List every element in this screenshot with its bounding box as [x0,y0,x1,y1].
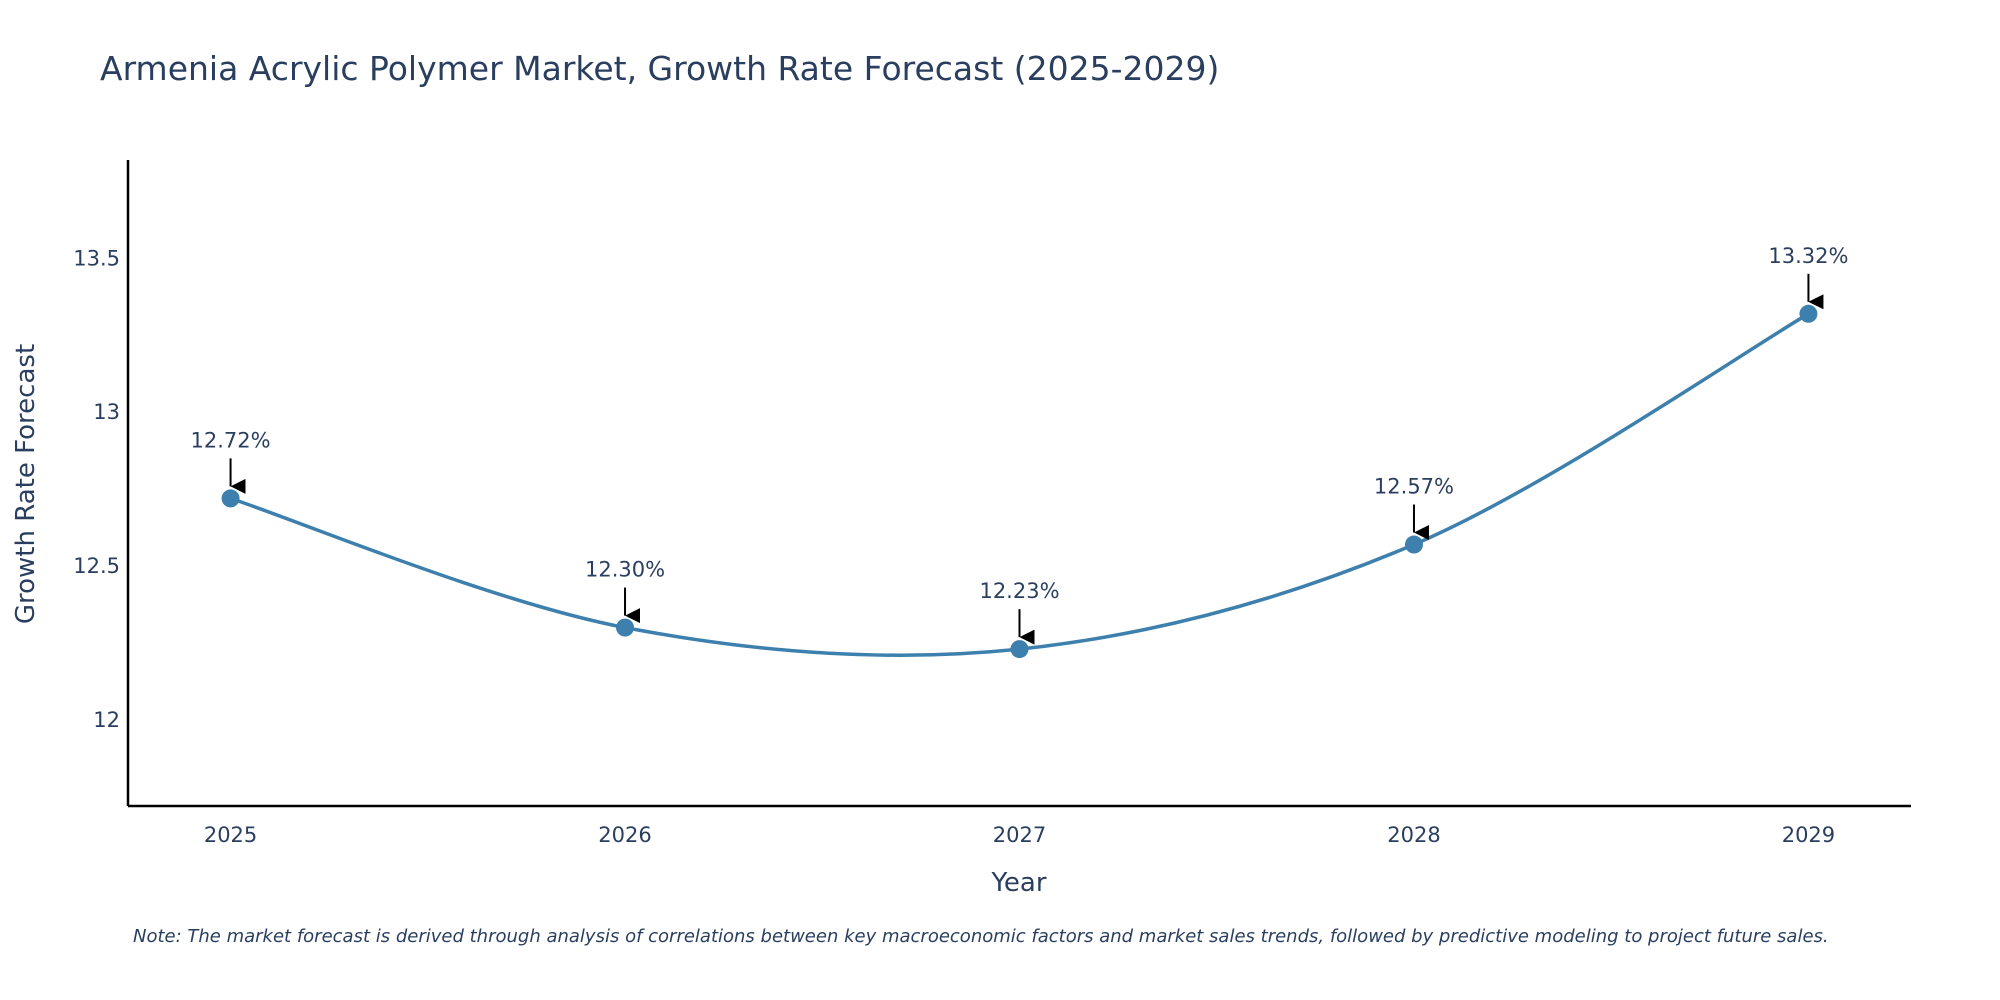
data-label: 12.23% [979,579,1059,603]
data-label: 13.32% [1768,244,1848,268]
series-line [228,312,1811,658]
data-point [221,489,240,508]
data-label: 12.57% [1374,475,1454,499]
data-point [1404,535,1423,554]
x-tick-label: 2028 [1387,823,1440,847]
x-tick-label: 2027 [993,823,1046,847]
data-point [1010,640,1029,659]
x-tick-label: 2025 [204,823,257,847]
y-tick-label: 13 [93,400,120,424]
x-tick-label: 2026 [598,823,651,847]
data-point [616,618,635,637]
data-label: 12.72% [191,428,271,452]
x-axis-title: Year [990,868,1046,898]
footnote: Note: The market forecast is derived thr… [133,926,1829,947]
plot-area: 12 12.5 13 13.5 2025 2026 2027 2028 2029 12.72% 12… [73,160,1911,847]
y-tick-label: 13.5 [73,246,120,270]
x-tick-label: 2029 [1782,823,1835,847]
data-label: 12.30% [585,558,665,582]
y-tick-label: 12 [93,708,120,732]
chart-title: Armenia Acrylic Polymer Market, Growth R… [100,49,1219,88]
y-tick-label: 12.5 [73,554,120,578]
y-axis-title: Growth Rate Forecast [11,344,41,624]
data-point [1799,304,1818,323]
